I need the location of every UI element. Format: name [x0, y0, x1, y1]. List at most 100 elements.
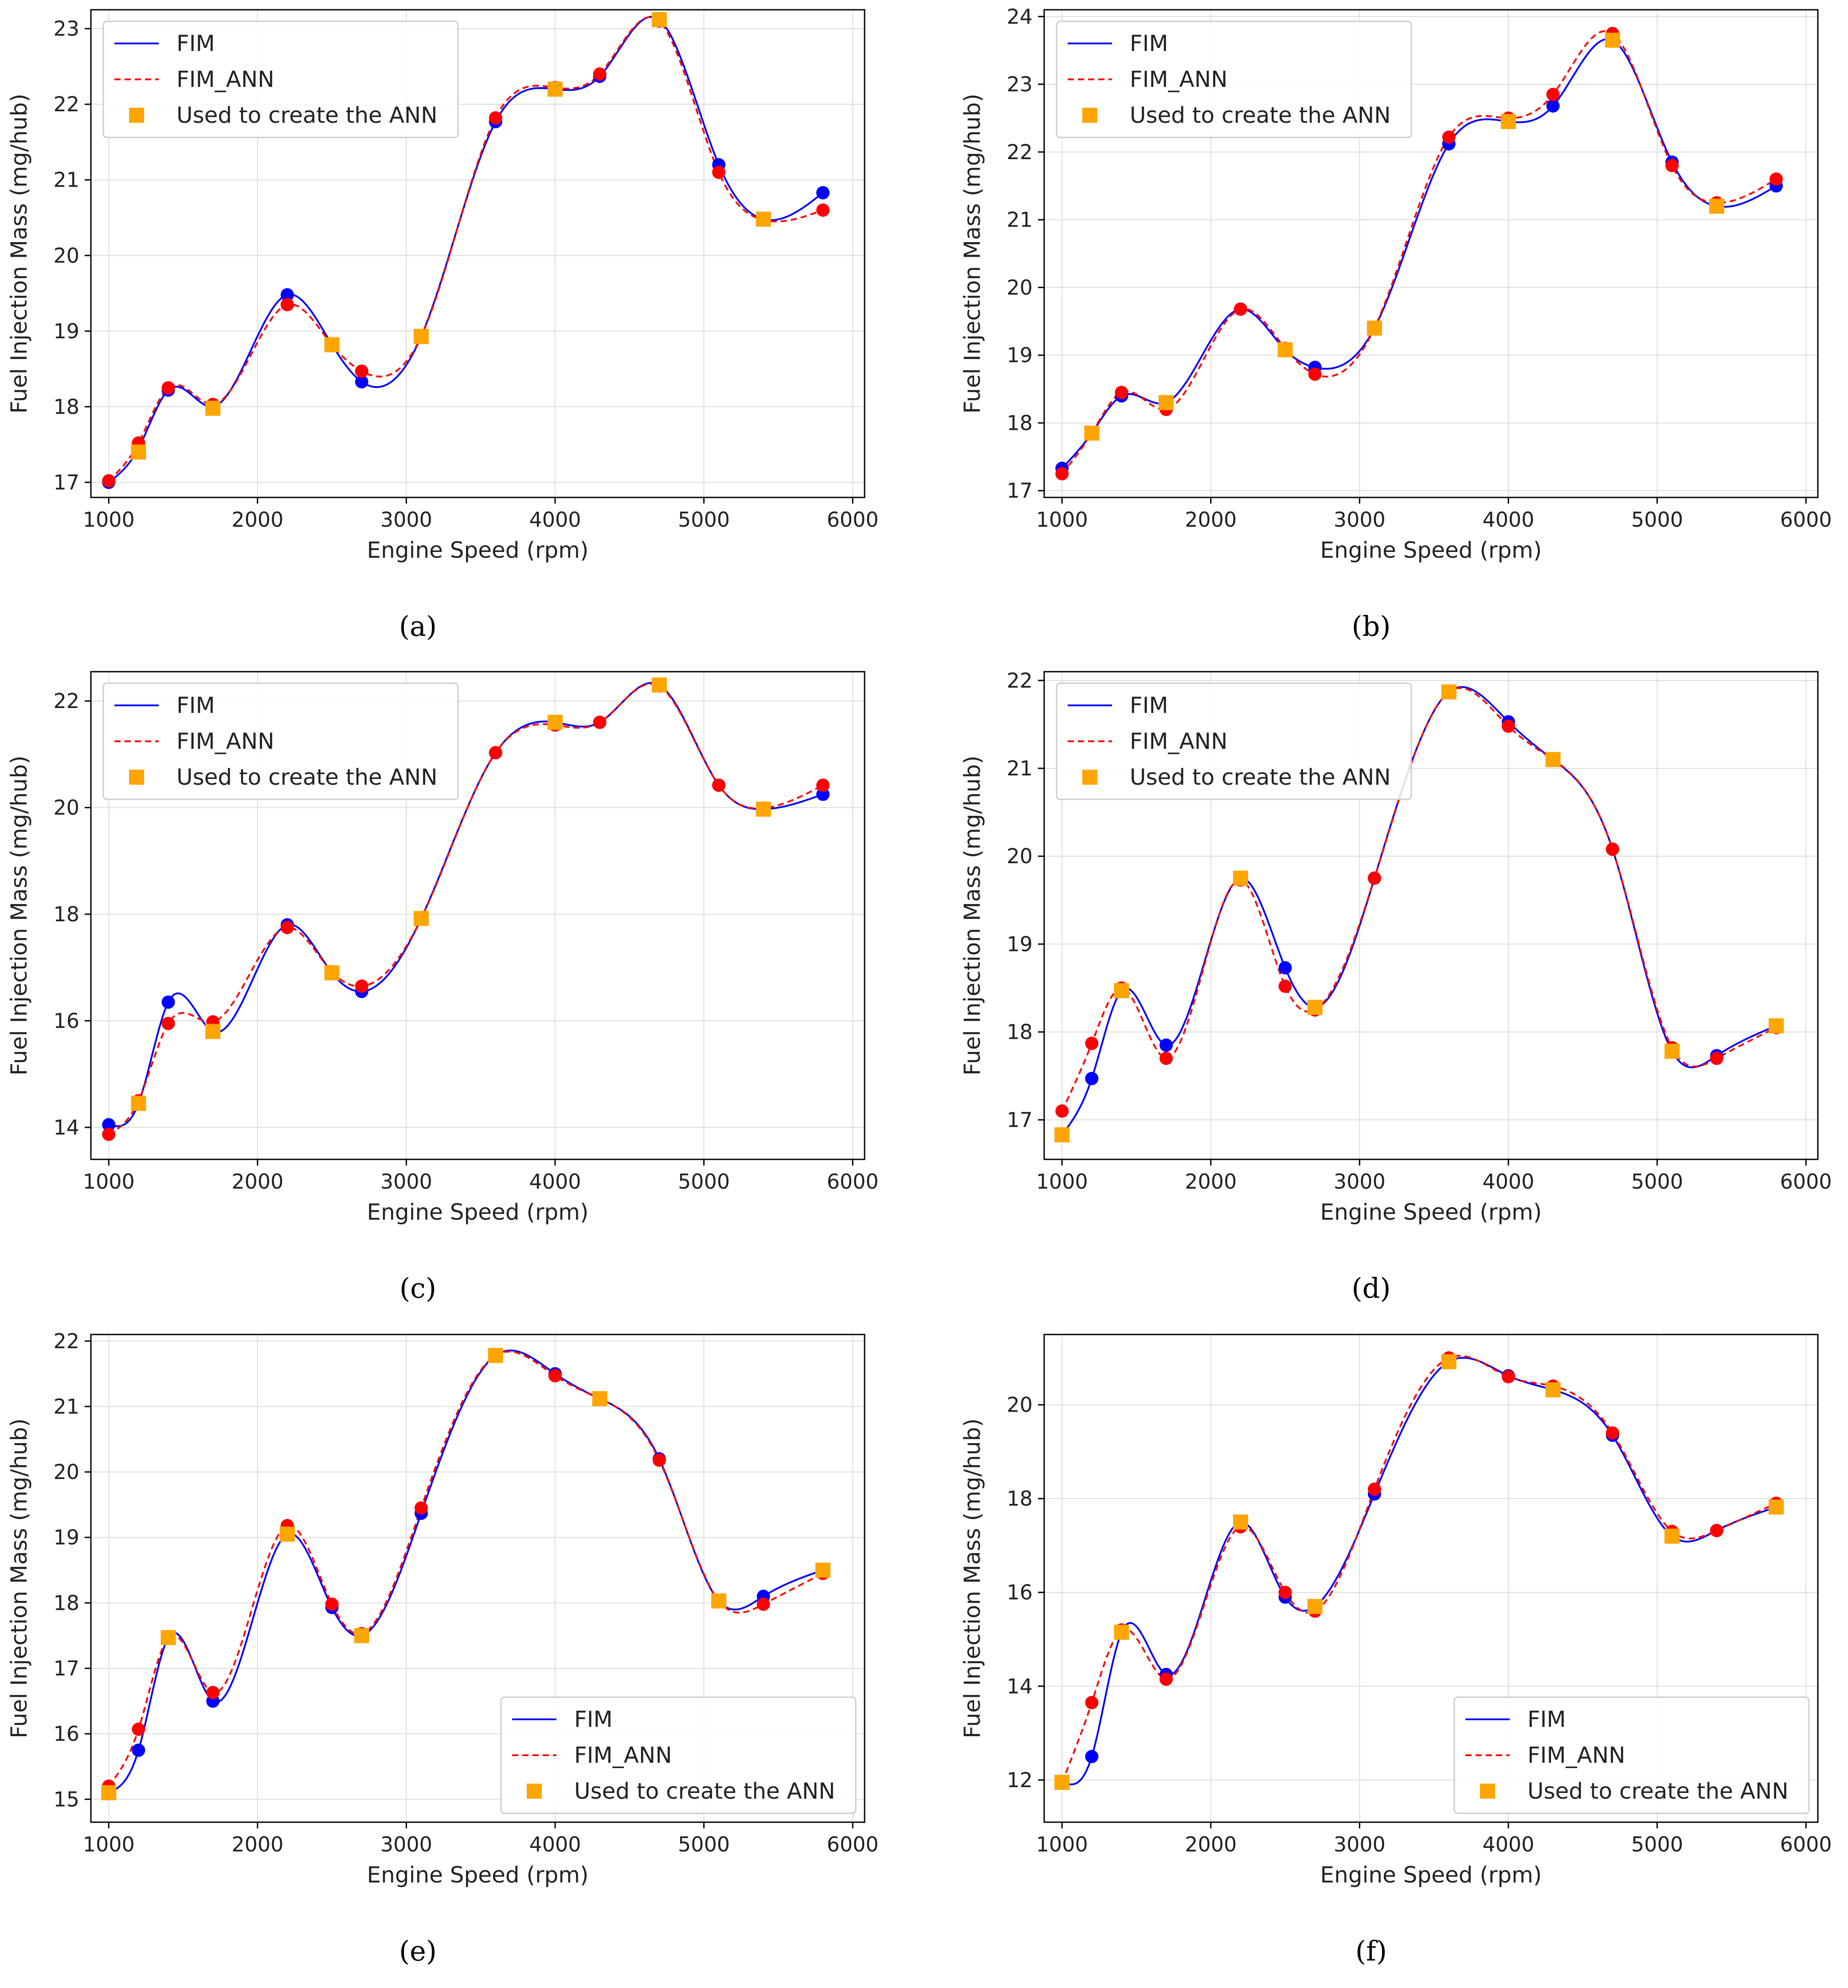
ann-training-point: [1054, 1127, 1070, 1143]
legend: FIM FIM_ANN Used to create the ANN: [500, 1696, 857, 1814]
y-tick-label: 20: [53, 1460, 79, 1484]
x-tick-label: 6000: [827, 1832, 879, 1856]
x-tick-label: 2000: [1185, 508, 1237, 532]
legend-label: FIM_ANN: [1130, 728, 1228, 754]
ann-training-point: [1307, 1599, 1323, 1614]
fim-ann-point: [280, 298, 294, 312]
fim-ann-point: [1367, 871, 1381, 885]
fim-point: [1159, 1038, 1173, 1052]
legend-label: FIM: [176, 31, 215, 56]
y-tick-label: 12: [1006, 1768, 1033, 1792]
fim-ann-point: [652, 1453, 666, 1467]
legend-box: [1056, 20, 1412, 138]
fim-ann-point: [102, 1127, 116, 1141]
legend: FIM FIM_ANN Used to create the ANN: [102, 682, 459, 800]
ann-training-point: [1545, 752, 1561, 767]
x-tick-label: 3000: [1334, 1832, 1386, 1856]
ann-training-point: [1501, 114, 1516, 129]
y-axis-label: Fuel Injection Mass (mg/hub): [6, 1418, 32, 1738]
x-tick-label: 4000: [529, 508, 581, 532]
legend-ann-swatch: [1082, 108, 1097, 123]
fim-line: [1061, 38, 1777, 469]
y-tick-label: 21: [1006, 208, 1033, 232]
x-tick-label: 2000: [231, 1832, 283, 1856]
legend-label: FIM_ANN: [176, 67, 274, 92]
fim-ann-point: [1278, 979, 1292, 993]
y-tick-label: 22: [53, 689, 79, 713]
x-axis-label: Engine Speed (rpm): [1320, 1199, 1542, 1225]
fim-ann-point: [280, 921, 294, 935]
fim-ann-point: [593, 67, 607, 81]
fim-ann-line: [108, 16, 823, 481]
x-axis-label: Engine Speed (rpm): [367, 537, 589, 563]
x-tick-label: 1000: [1036, 1832, 1088, 1856]
legend-label: FIM_ANN: [176, 728, 274, 754]
x-tick-label: 6000: [827, 1170, 879, 1194]
ann-training-point: [1664, 1044, 1680, 1059]
panel-caption: (d): [1351, 1272, 1390, 1304]
fim-ann-point: [712, 779, 726, 792]
y-tick-label: 22: [53, 92, 79, 116]
y-tick-label: 18: [53, 1591, 79, 1615]
ann-training-point: [815, 1562, 831, 1578]
x-tick-label: 2000: [1185, 1832, 1237, 1856]
x-tick-label: 5000: [1631, 508, 1683, 532]
y-tick-label: 20: [53, 796, 79, 820]
legend-label: FIM_ANN: [1527, 1742, 1625, 1768]
x-tick-label: 3000: [380, 508, 432, 532]
y-tick-label: 23: [53, 17, 79, 41]
x-tick-label: 5000: [1631, 1832, 1683, 1856]
fim-ann-line: [1061, 30, 1777, 474]
panel-caption: (a): [399, 610, 437, 642]
y-tick-label: 22: [53, 1329, 79, 1353]
fim-ann-point: [1367, 1483, 1381, 1496]
legend-label: FIM_ANN: [574, 1742, 672, 1768]
fim-ann-point: [161, 1017, 175, 1030]
y-axis-label: Fuel Injection Mass (mg/hub): [959, 755, 985, 1076]
x-tick-label: 4000: [1482, 1170, 1534, 1194]
x-tick-label: 6000: [827, 508, 879, 532]
fim-ann-point: [489, 111, 502, 125]
x-tick-label: 1000: [1036, 508, 1088, 532]
ann-training-point: [1054, 1775, 1070, 1790]
y-tick-label: 20: [1006, 1393, 1033, 1417]
fim-point: [355, 375, 368, 389]
ann-training-point: [324, 965, 340, 981]
legend-box: [102, 20, 459, 138]
x-tick-label: 5000: [678, 1170, 730, 1194]
ann-training-point: [131, 1096, 146, 1111]
x-tick-label: 4000: [1482, 1832, 1534, 1856]
legend: FIM FIM_ANN Used to create the ANN: [1453, 1696, 1810, 1814]
fim-ann-point: [161, 381, 175, 395]
chart-panel-f: 1000 2000 3000 4000 5000 6000 12 14 16 18 20 Engine…: [959, 1334, 1832, 1967]
fim-ann-point: [414, 1501, 428, 1515]
ann-training-point: [711, 1593, 727, 1608]
x-tick-label: 5000: [678, 1832, 730, 1856]
ann-training-point: [756, 211, 771, 227]
fim-ann-point: [548, 1369, 562, 1383]
fim-ann-point: [355, 364, 368, 378]
y-tick-label: 16: [53, 1009, 79, 1033]
plot-frame: [90, 671, 865, 1160]
fim-ann-point: [1085, 1037, 1099, 1050]
plot-frame: [1043, 671, 1819, 1160]
ann-training-point: [1664, 1528, 1680, 1544]
y-tick-label: 17: [1006, 1108, 1033, 1132]
y-tick-label: 22: [1006, 140, 1033, 164]
fim-ann-point: [1502, 1370, 1515, 1384]
y-tick-label: 18: [1006, 1020, 1033, 1044]
plot-frame: [90, 1334, 865, 1823]
fim-ann-point: [1605, 842, 1619, 856]
legend: FIM FIM_ANN Used to create the ANN: [1056, 682, 1412, 800]
x-axis-label: Engine Speed (rpm): [367, 1862, 589, 1888]
x-tick-label: 3000: [1334, 508, 1386, 532]
y-tick-label: 23: [1006, 72, 1033, 96]
fim-ann-point: [1159, 1052, 1173, 1065]
ann-training-point: [1441, 1354, 1456, 1370]
ann-training-point: [592, 1391, 607, 1406]
ann-training-point: [1114, 983, 1129, 998]
fim-ann-point: [1233, 302, 1247, 316]
panel-caption: (b): [1351, 610, 1390, 642]
fim-ann-point: [1115, 386, 1128, 399]
